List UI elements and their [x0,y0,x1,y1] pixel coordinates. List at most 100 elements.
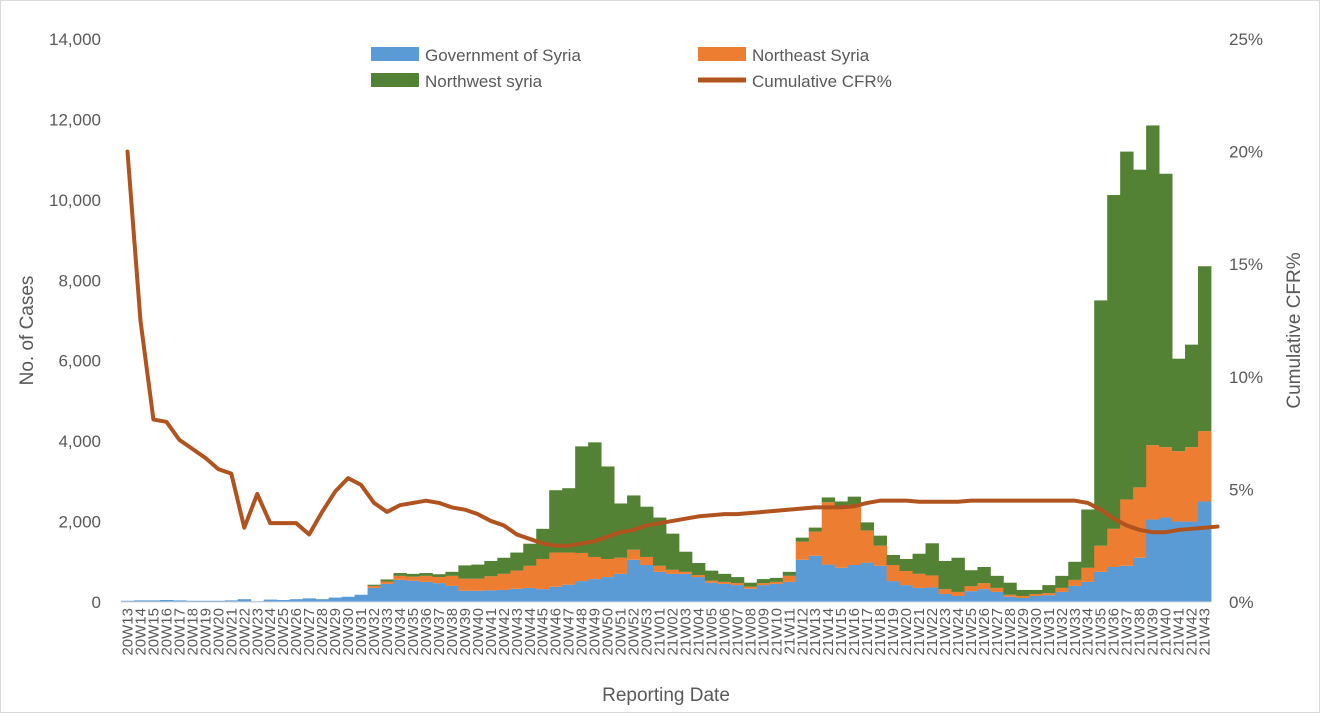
bar-government-of-syria-20w32 [367,587,381,602]
bar-northwest-syria-21w23 [938,560,952,590]
bar-northeast-syria-21w24 [951,591,965,596]
x-tick-label: 20W36 [418,608,435,656]
x-tick-label: 21W02 [664,608,681,656]
y2-axis-ticks: 0% 5% 10% 15% 20% 25% [1229,30,1263,612]
y-tick-label: 6,000 [58,352,101,371]
bar-northeast-syria-20w41 [484,576,498,591]
bar-northwest-syria-21w05 [704,570,719,581]
y-tick-label: 14,000 [49,30,101,49]
x-tick-label: 21W21 [911,608,928,656]
legend-item-government-of-syria: Government of Syria [371,46,581,65]
y2-tick-label: 0% [1229,593,1254,612]
bar-northwest-syria-21w13 [808,527,823,532]
bar-government-of-syria-21w04 [691,577,706,602]
bar-northeast-syria-21w36 [1107,528,1121,568]
bar-government-of-syria-21w16 [847,565,862,602]
bar-government-of-syria-20w40 [471,590,485,602]
bar-northwest-syria-21w16 [847,496,862,505]
bar-northwest-syria-21w10 [769,577,784,582]
bar-northeast-syria-20w46 [549,552,563,587]
x-tick-label: 20W35 [405,608,422,656]
bar-northeast-syria-20w44 [523,565,537,588]
bar-northeast-syria-20w39 [458,578,472,591]
bar-northeast-syria-21w33 [1068,579,1082,586]
bar-northwest-syria-21w32 [1055,575,1069,588]
bar-government-of-syria-21w03 [678,573,693,602]
x-tick-label: 21W04 [690,608,707,656]
bar-northwest-syria-21w24 [951,557,965,592]
bar-northwest-syria-21w35 [1094,300,1108,546]
bar-government-of-syria-20w47 [562,584,576,602]
bar-northeast-syria-21w31 [1042,593,1056,596]
bar-government-of-syria-21w24 [951,595,965,602]
x-tick-label: 20W31 [353,608,370,656]
x-tick-label: 20W49 [587,608,604,656]
bar-northwest-syria-20w35 [406,573,420,577]
bar-government-of-syria-20w30 [341,596,355,602]
bar-northwest-syria-20w48 [575,446,589,553]
cfr-line-layer [125,149,1220,548]
bar-northwest-syria-21w22 [925,543,939,576]
bar-northwest-syria-21w27 [990,575,1004,588]
bar-government-of-syria-20w13 [121,600,135,602]
x-tick-label: 21W25 [963,608,980,656]
bar-northeast-syria-20w37 [432,577,446,584]
x-tick-label: 21W42 [1184,608,1201,656]
bar-northwest-syria-21w15 [834,501,849,508]
bar-government-of-syria-21w01 [653,571,667,602]
bar-northwest-syria-21w20 [899,558,913,572]
bar-northwest-syria-21w26 [977,567,991,584]
bar-northwest-syria-21w21 [912,553,926,574]
y2-tick-label: 10% [1229,368,1263,387]
bar-government-of-syria-21w18 [873,565,887,602]
x-tick-label: 21W32 [1054,608,1071,656]
bar-northeast-syria-21w22 [925,575,939,588]
bar-northwest-syria-21w14 [821,497,836,503]
bar-northeast-syria-21w08 [743,586,758,589]
bar-government-of-syria-21w33 [1068,585,1082,602]
x-tick-label: 20W23 [249,608,266,656]
bar-northeast-syria-21w12 [795,541,810,560]
bar-government-of-syria-21w42 [1185,521,1199,602]
legend-swatch-northwest [371,73,419,87]
bar-government-of-syria-20w16 [159,599,174,602]
bar-northwest-syria-20w46 [549,490,563,553]
legend-label-northeast: Northeast Syria [752,46,870,65]
bar-government-of-syria-20w50 [601,577,615,602]
bar-northeast-syria-21w27 [990,587,1004,592]
x-tick-label: 20W52 [626,608,643,656]
x-axis-label: Reporting Date [602,685,730,706]
bars-layer [121,125,1212,602]
x-tick-label: 20W47 [561,608,578,656]
x-tick-label: 20W37 [431,608,448,656]
bar-government-of-syria-21w29 [1016,597,1030,602]
x-tick-label: 20W34 [392,608,409,656]
x-tick-label: 20W15 [145,608,162,656]
bar-northeast-syria-20w50 [601,558,615,578]
bar-northwest-syria-20w53 [640,506,654,557]
bar-government-of-syria-20w31 [354,594,368,602]
bar-government-of-syria-20w37 [432,583,446,602]
bar-government-of-syria-20w43 [510,588,524,602]
bar-northwest-syria-21w29 [1016,589,1030,596]
x-tick-label: 20W17 [171,608,188,656]
x-tick-label: 20W46 [548,608,565,656]
bar-northeast-syria-21w01 [653,565,667,572]
x-tick-label: 21W17 [859,608,876,656]
bar-government-of-syria-20w25 [276,599,291,602]
bar-northwest-syria-21w09 [756,579,771,584]
x-tick-label: 21W03 [677,608,694,656]
bar-northwest-syria-20w43 [510,552,524,571]
x-tick-label: 20W32 [366,608,383,656]
bar-government-of-syria-21w23 [938,593,952,602]
x-tick-label: 20W38 [444,608,461,656]
x-tick-label: 21W31 [1041,608,1058,656]
bar-government-of-syria-20w24 [263,599,278,602]
bar-northwest-syria-21w03 [678,551,693,572]
bar-northeast-syria-20w47 [562,552,576,585]
bar-northeast-syria-20w45 [536,558,550,590]
x-tick-label: 21W18 [872,608,889,656]
bar-northwest-syria-21w11 [782,571,797,576]
bar-northeast-syria-21w37 [1120,499,1134,566]
bar-government-of-syria-20w15 [146,600,161,602]
